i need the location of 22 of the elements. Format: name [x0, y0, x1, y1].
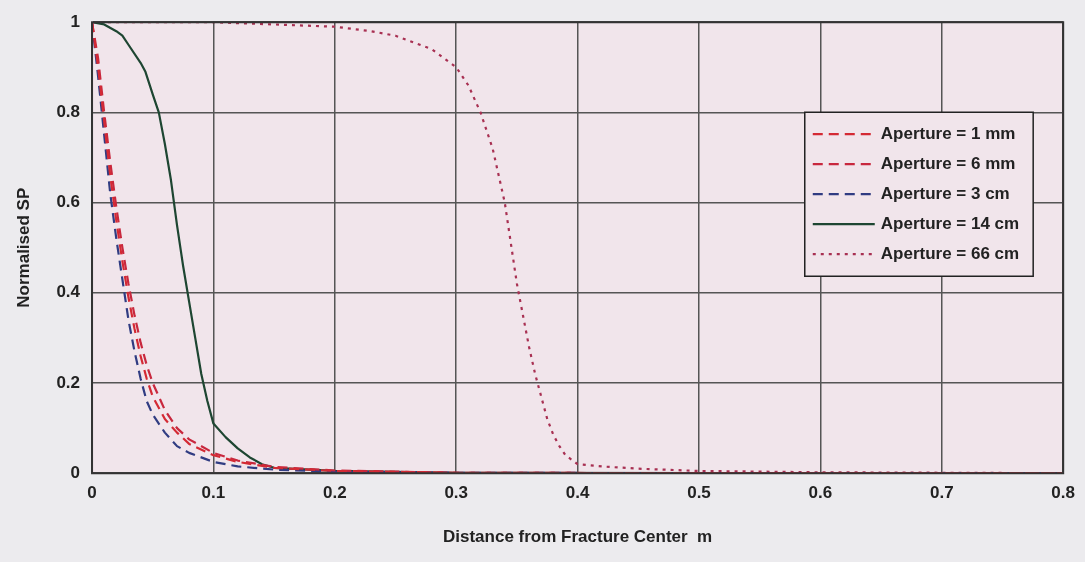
legend-label: Aperture = 1 mm — [880, 123, 1016, 143]
x-tick-label: 0.6 — [808, 483, 833, 503]
x-tick-label: 0.8 — [1051, 483, 1075, 503]
x-axis-title: Distance from Fracture Center m — [442, 527, 713, 547]
y-axis-title: Normalised SP — [13, 187, 33, 308]
y-tick-label: 0.8 — [56, 102, 81, 122]
x-tick-label: 0 — [87, 483, 97, 503]
y-tick-label: 1 — [70, 11, 81, 31]
y-tick-label: 0 — [70, 462, 81, 482]
y-tick-label: 0.4 — [56, 282, 81, 302]
x-tick-label: 0.5 — [687, 483, 711, 503]
x-tick-label: 0.2 — [323, 483, 347, 503]
legend-label: Aperture = 66 cm — [880, 243, 1020, 263]
y-tick-label: 0.6 — [56, 192, 81, 212]
x-tick-label: 0.1 — [201, 483, 226, 503]
x-tick-label: 0.4 — [565, 483, 590, 503]
legend-label: Aperture = 14 cm — [880, 213, 1020, 233]
y-tick-label: 0.2 — [56, 372, 81, 392]
x-tick-label: 0.3 — [444, 483, 469, 503]
x-tick-label: 0.7 — [929, 483, 954, 503]
legend-label: Aperture = 3 cm — [880, 183, 1010, 203]
legend-label: Aperture = 6 mm — [880, 153, 1016, 173]
